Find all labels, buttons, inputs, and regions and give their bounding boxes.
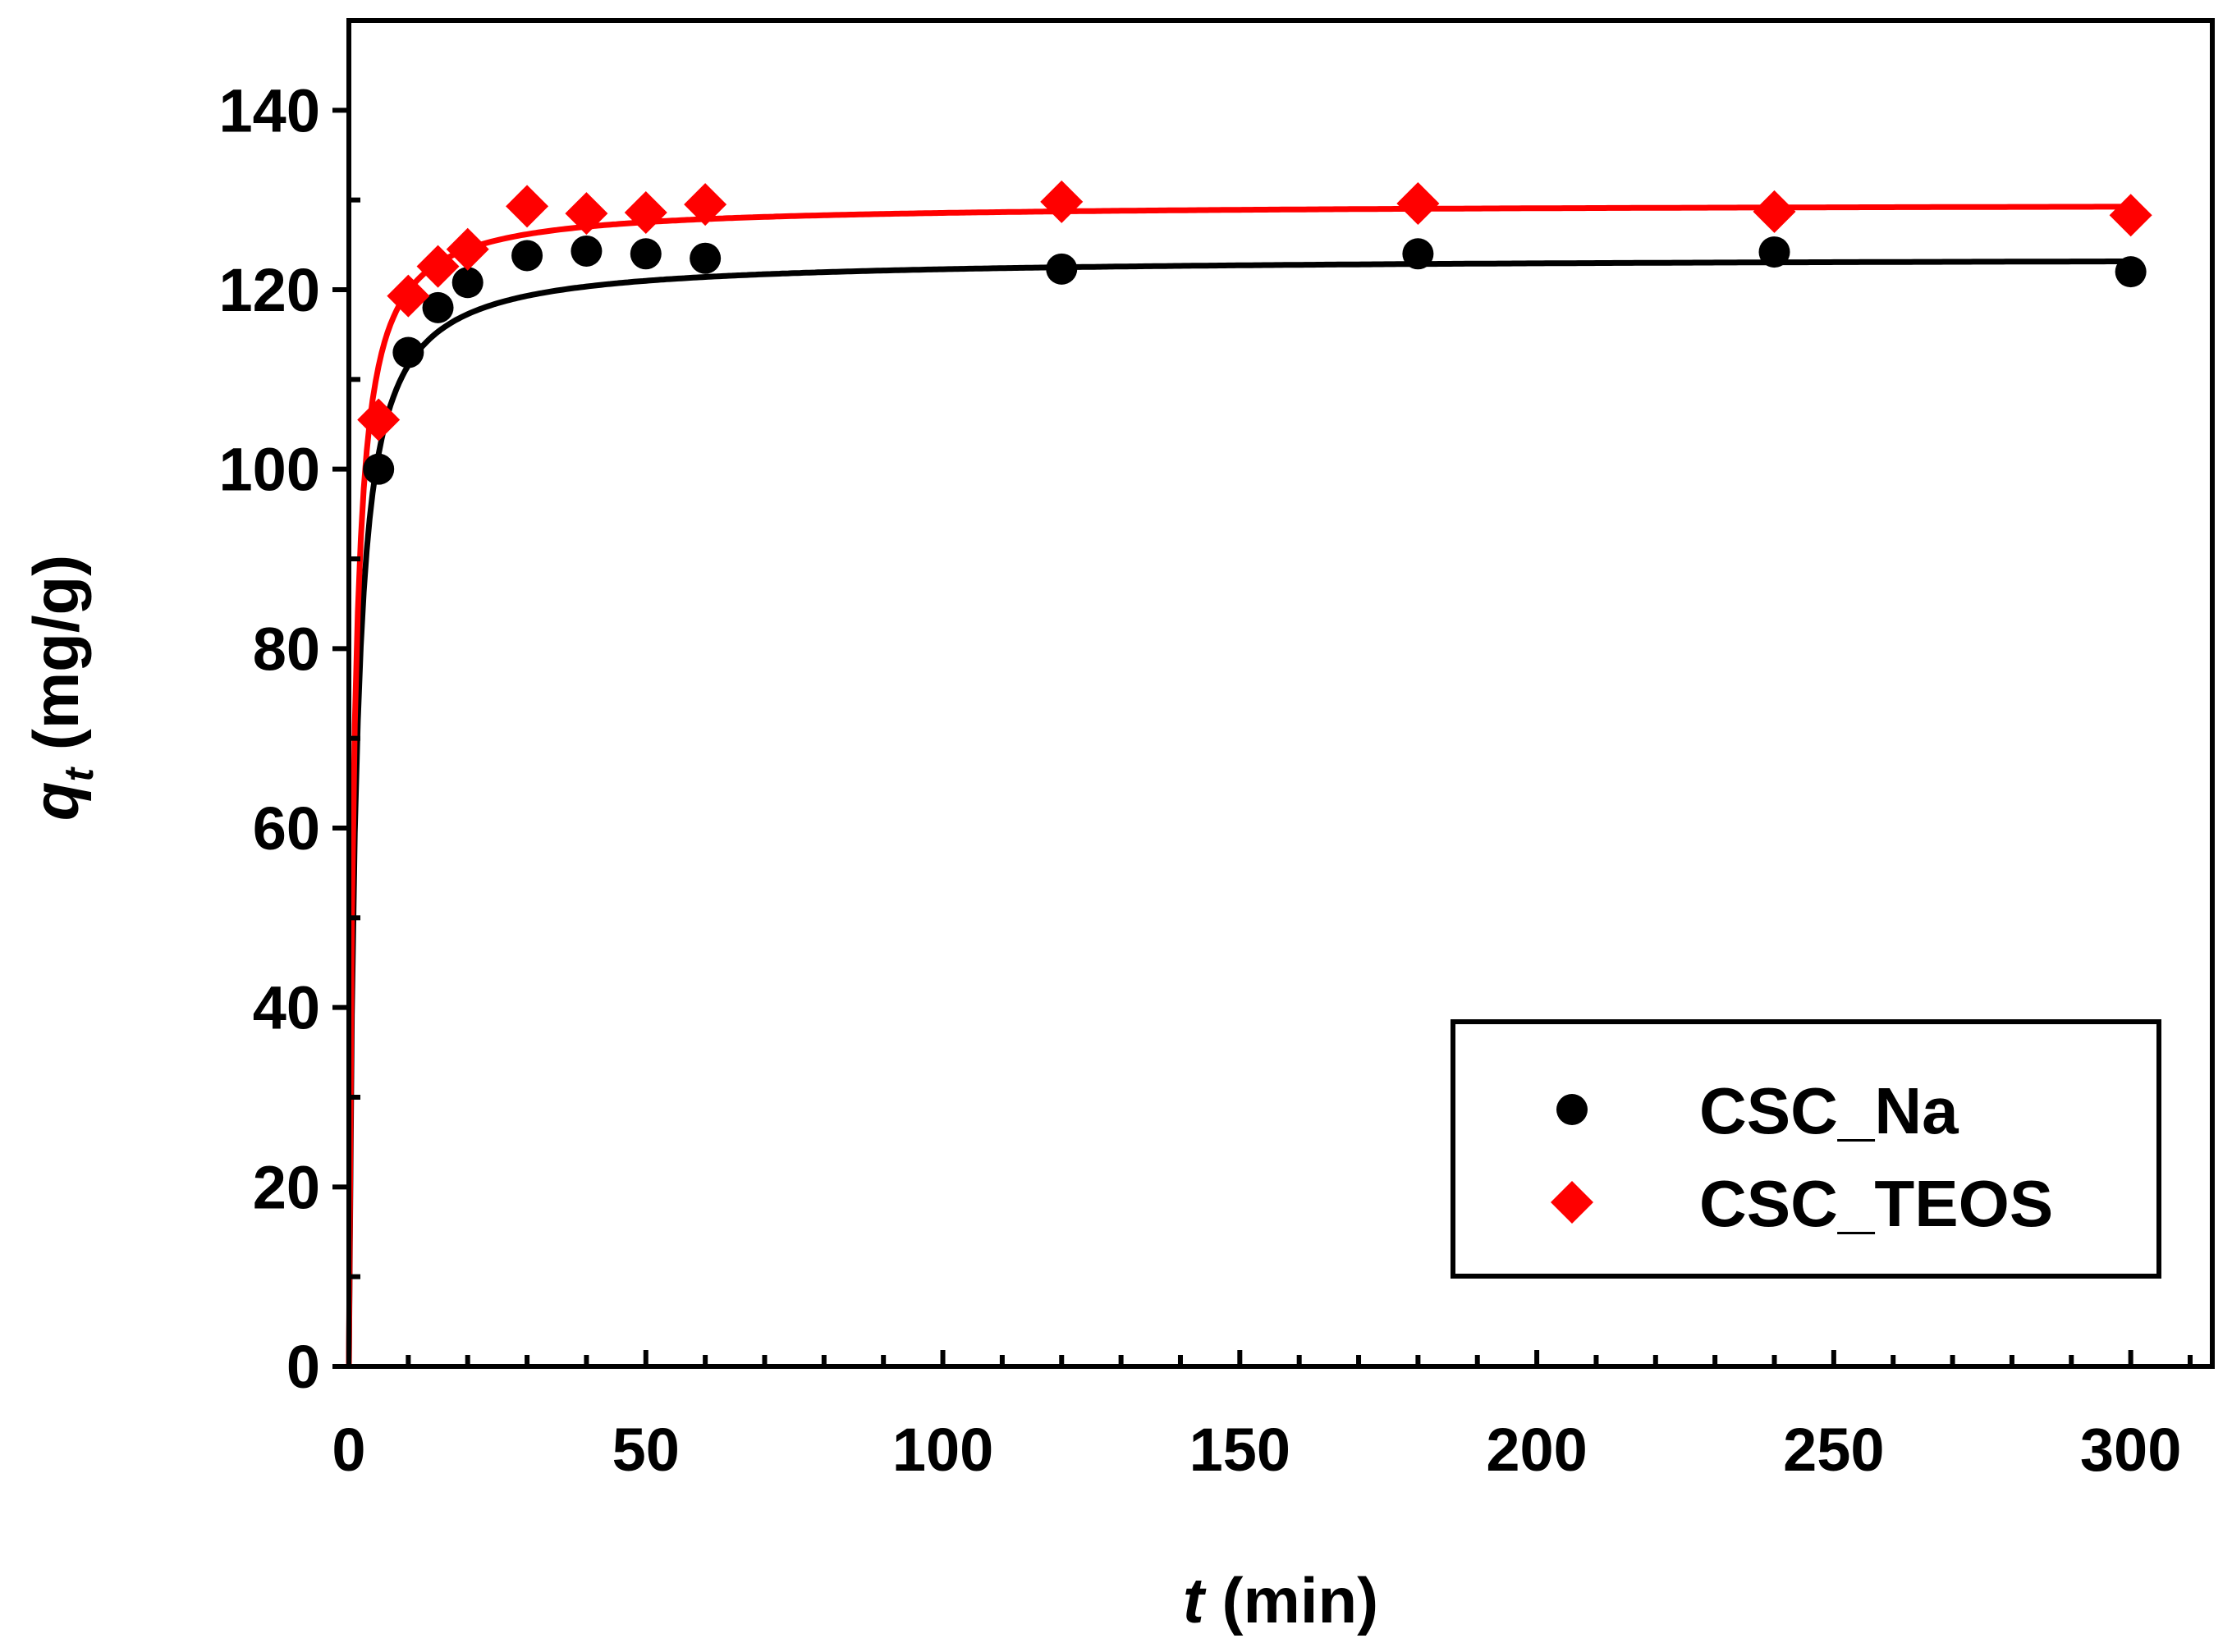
axes: 0 20 40 60 80 100 120 140 0 50 100 150 200 250 300	[219, 18, 2215, 1484]
data-point-csc-teos	[624, 190, 667, 234]
data-point-csc-na	[690, 242, 722, 274]
y-tick-label: 100	[219, 436, 320, 504]
data-point-csc-teos	[1753, 190, 1796, 233]
x-tick-label: 200	[1486, 1416, 1587, 1484]
x-axis-unit: (min)	[1204, 1564, 1378, 1636]
data-point-csc-na	[1046, 253, 1078, 285]
data-point-csc-teos	[416, 245, 460, 288]
axis-titles: t (min)qt (mg/g)	[20, 555, 1378, 1636]
data-point-csc-na	[511, 240, 543, 272]
legend: CSC_Na CSC_TEOS	[1451, 1019, 2161, 1279]
data-point-csc-teos	[446, 227, 489, 271]
y-tick-label: 20	[253, 1153, 320, 1221]
data-point-csc-na	[392, 336, 424, 368]
legend-label: CSC_TEOS	[1699, 1167, 2053, 1240]
data-point-csc-na	[630, 238, 662, 270]
y-tick-label: 140	[219, 76, 320, 144]
y-tick-label: 120	[219, 256, 320, 324]
fit-curve-csc-na	[346, 259, 2131, 1367]
y-tick-label: 80	[253, 615, 320, 683]
data-point-csc-teos	[357, 398, 401, 442]
x-tick-label: 0	[332, 1416, 365, 1484]
x-tick-label: 300	[2080, 1416, 2181, 1484]
legend-box	[1451, 1019, 2161, 1279]
data-point-csc-teos	[1396, 182, 1440, 226]
legend-marker-csc-teos	[1551, 1181, 1593, 1224]
y-axis-subscript: t	[56, 766, 102, 781]
data-point-csc-na	[363, 453, 395, 485]
data-point-csc-teos	[565, 192, 608, 236]
x-axis-variable: t	[1183, 1564, 1207, 1636]
legend-label: CSC_Na	[1699, 1074, 1959, 1147]
plot-frame	[346, 18, 2215, 1369]
y-axis-unit: (mg/g)	[20, 555, 92, 768]
x-axis-title: t (min)	[1183, 1564, 1378, 1636]
y-tick-label: 0	[286, 1333, 320, 1401]
x-tick-label: 100	[892, 1416, 993, 1484]
x-tick-label: 50	[612, 1416, 680, 1484]
data-point-csc-teos	[387, 274, 430, 318]
data-point-csc-na	[2115, 256, 2147, 288]
x-tick-label: 250	[1783, 1416, 1884, 1484]
y-axis-title: qt (mg/g)	[20, 555, 102, 821]
data-point-csc-na	[451, 267, 484, 299]
y-tick-label: 60	[253, 794, 320, 863]
data-point-csc-na	[571, 235, 603, 267]
data-point-csc-na	[1758, 236, 1790, 268]
data-points	[357, 180, 2152, 485]
data-point-csc-teos	[1040, 180, 1084, 223]
data-point-csc-teos	[684, 183, 727, 227]
y-axis-variable: q	[20, 781, 92, 821]
y-tick-label: 40	[253, 974, 320, 1042]
data-point-csc-teos	[506, 185, 549, 228]
data-point-csc-teos	[2109, 194, 2152, 237]
x-tick-label: 150	[1189, 1416, 1290, 1484]
data-point-csc-na	[1402, 238, 1434, 270]
data-point-csc-na	[422, 291, 454, 323]
legend-marker-csc-na	[1556, 1094, 1588, 1125]
